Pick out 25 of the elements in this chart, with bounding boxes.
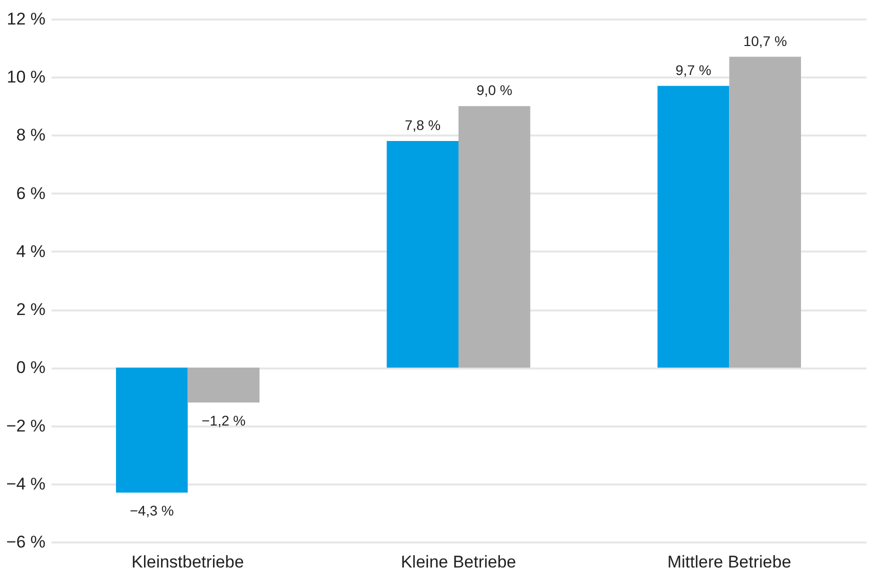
x-tick-label: Mittlere Betriebe xyxy=(667,552,792,572)
y-tick-label: 4 % xyxy=(16,242,46,261)
x-tick-label: Kleinstbetriebe xyxy=(132,552,244,572)
y-tick-label: 12 % xyxy=(6,10,46,28)
data-label: 7,8 % xyxy=(404,117,441,134)
y-tick-label: −6 % xyxy=(6,532,46,552)
bar xyxy=(386,141,458,368)
data-label: −4,3 % xyxy=(130,502,174,519)
data-label: 10,7 % xyxy=(743,32,787,49)
bar xyxy=(658,86,730,368)
y-tick-label: 2 % xyxy=(16,300,46,320)
y-tick-label: 8 % xyxy=(16,126,46,145)
y-tick-label: −4 % xyxy=(6,474,46,494)
bar xyxy=(116,368,188,493)
data-label: −1,2 % xyxy=(202,412,246,429)
x-tick-label: Kleine Betriebe xyxy=(400,552,516,572)
bar xyxy=(188,368,260,403)
bar xyxy=(729,56,802,368)
data-label: 9,0 % xyxy=(476,82,512,98)
y-tick-label: 10 % xyxy=(6,68,46,87)
y-tick-label: 6 % xyxy=(16,184,46,203)
bar xyxy=(458,106,530,368)
data-label: 9,7 % xyxy=(675,62,712,78)
y-tick-label: −2 % xyxy=(6,416,46,436)
y-tick-label: 0 % xyxy=(16,358,46,378)
